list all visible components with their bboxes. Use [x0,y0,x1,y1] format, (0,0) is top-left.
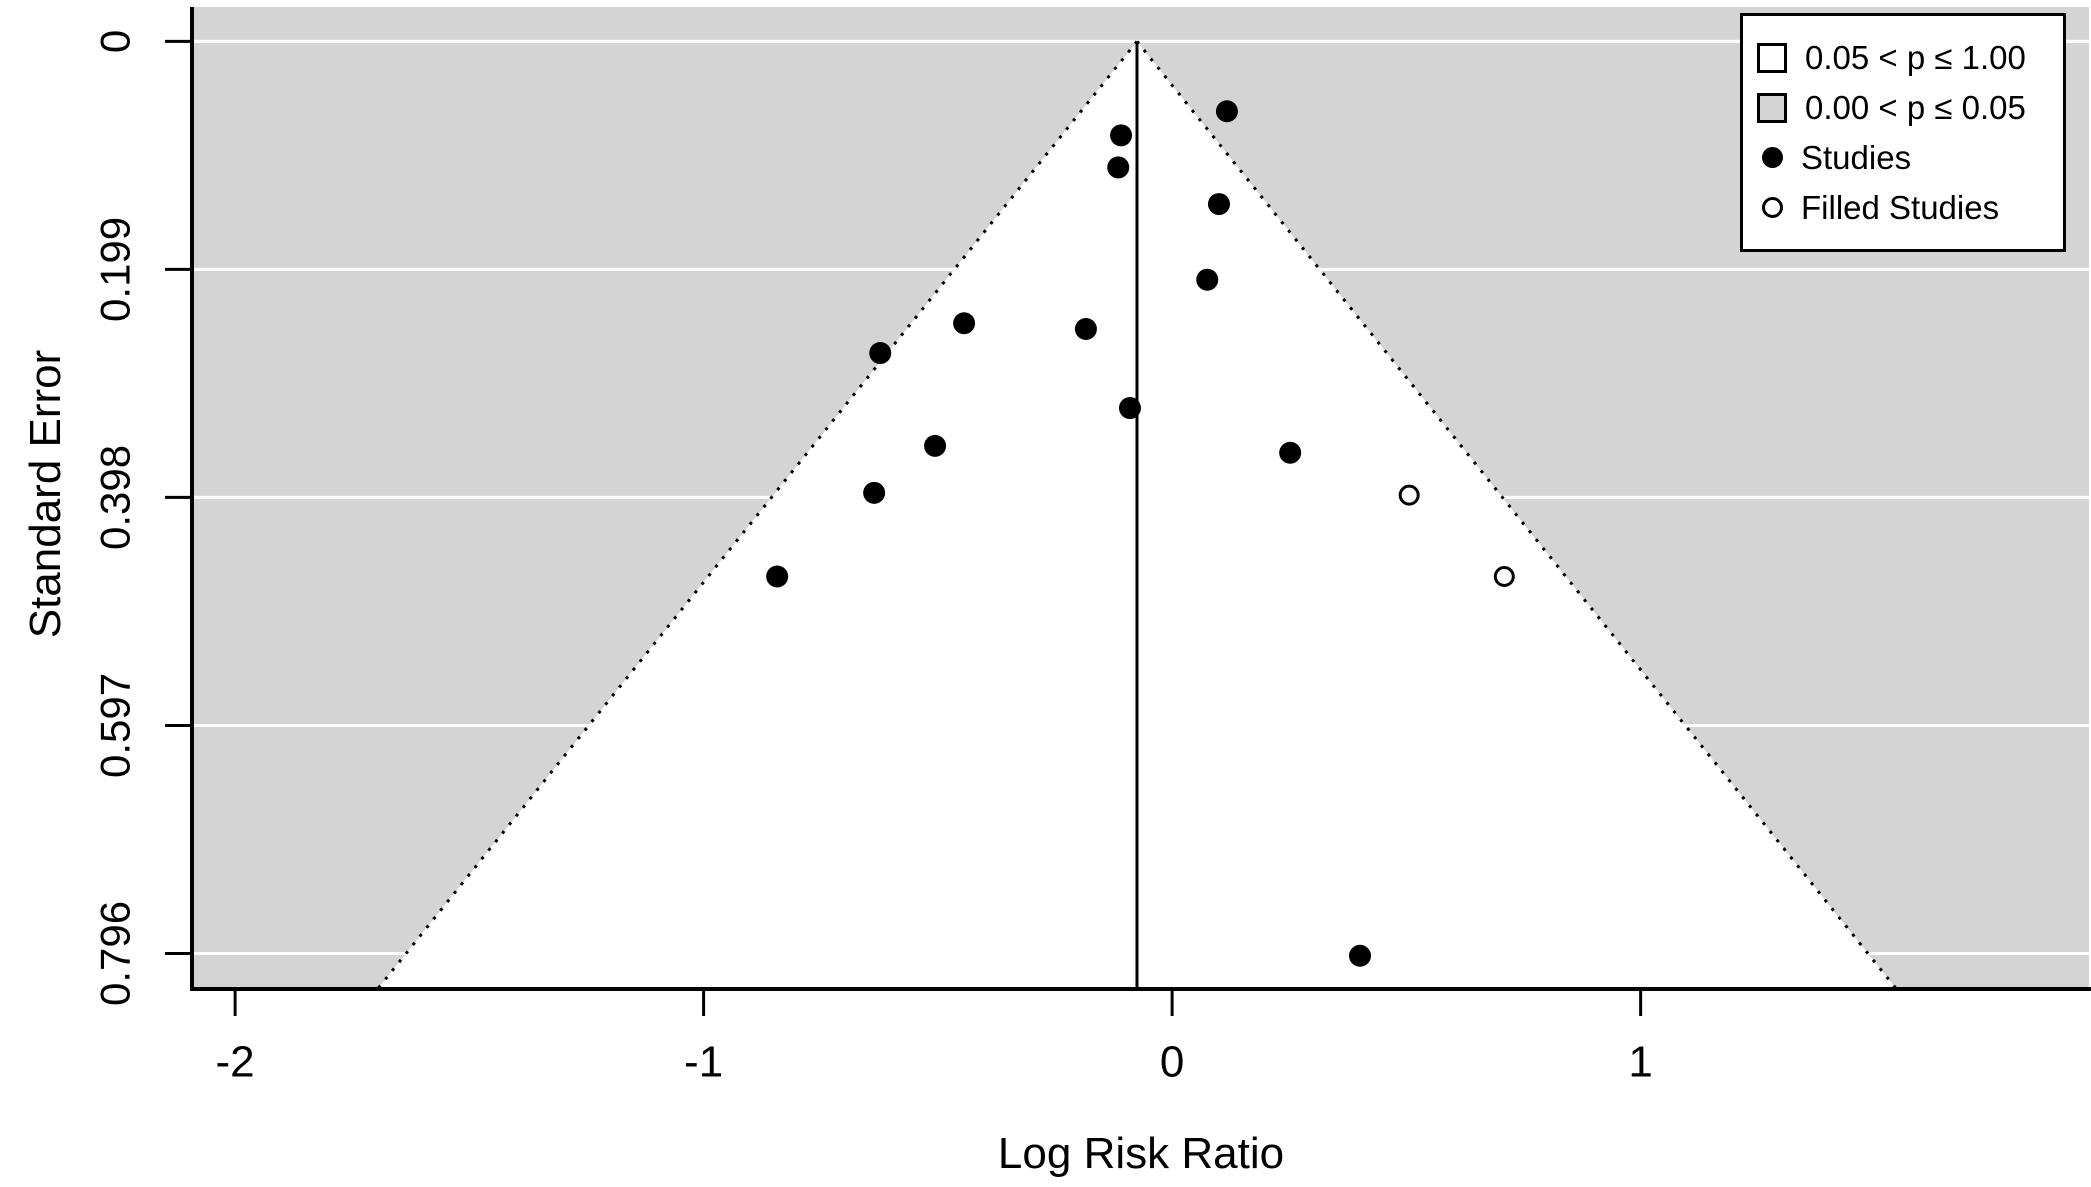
legend-item-label: 0.00 < p ≤ 0.05 [1805,88,2026,126]
x-tick-label: 1 [1628,1038,1652,1087]
study-point [1118,397,1141,420]
y-tick-label: 0.796 [92,901,139,1006]
funnel-right-edge [1135,40,1898,990]
x-tick-label: 0 [1160,1038,1184,1087]
white-square-icon [1757,42,1787,73]
study-point [1110,124,1133,147]
open-circle-icon [1762,197,1783,218]
y-tick-label: 0 [92,30,139,53]
study-point [1074,317,1097,340]
legend-item-filled-studies: Filled Studies [1757,187,2063,229]
x-tick-label: -2 [216,1038,255,1087]
legend-item-studies: Studies [1757,137,2063,179]
study-point [766,565,789,588]
study-point [1207,193,1230,216]
y-axis-title: Standard Error [21,349,70,639]
filled-study-point [1493,565,1515,587]
y-tick-label: 0.398 [92,445,139,550]
study-point [1215,100,1238,123]
x-tick-label: -1 [684,1038,723,1087]
filled-circle-icon [1762,147,1783,168]
legend-item-label: 0.05 < p ≤ 1.00 [1805,38,2026,76]
study-point [863,481,886,504]
legend-item-p-significant: 0.00 < p ≤ 0.05 [1757,87,2063,129]
study-point [869,342,892,365]
funnel-left-edge [376,40,1139,990]
filled-study-point [1398,484,1420,506]
study-point [1196,268,1219,291]
x-axis-title: Log Risk Ratio [997,1129,1285,1178]
study-point [924,434,947,457]
gray-square-icon [1757,92,1787,123]
legend: 0.05 < p ≤ 1.00 0.00 < p ≤ 0.05 Studies … [1740,13,2066,252]
legend-item-label: Filled Studies [1801,188,2000,226]
study-point [953,312,976,335]
y-tick-label: 0.597 [92,673,139,778]
study-point [1107,156,1130,179]
study-point [1279,441,1302,464]
y-tick-label: 0.199 [92,217,139,322]
legend-item-label: Studies [1801,138,1912,176]
study-point [1348,944,1371,967]
legend-item-p-nonsignificant: 0.05 < p ≤ 1.00 [1757,37,2063,79]
